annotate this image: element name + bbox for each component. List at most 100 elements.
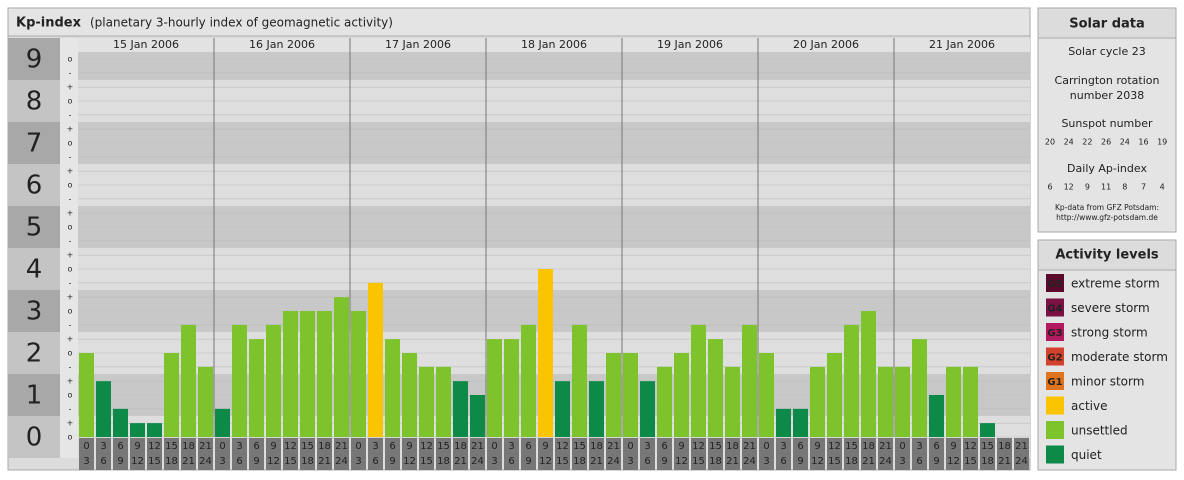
hour-start: 12 [964,441,977,452]
ap-value: 9 [1085,183,1090,192]
hour-end: 15 [148,456,161,467]
hour-start: 0 [355,441,361,452]
bar [776,408,791,437]
hour-box [963,438,978,470]
y-tick-label: 4 [26,255,43,285]
hour-end: 15 [964,456,977,467]
hour-start: 9 [406,441,412,452]
bar [436,366,451,437]
legend-swatch [1046,445,1064,464]
minor-tick-label: - [69,152,72,161]
hour-start: 3 [100,441,106,452]
hour-end: 12 [947,456,960,467]
bar [759,353,774,437]
hour-end: 21 [182,456,195,467]
hour-box [385,438,400,470]
hour-start: 6 [933,441,939,452]
hour-start: 21 [471,441,484,452]
legend-swatch [1046,421,1064,439]
hour-start: 21 [335,441,348,452]
hour-box [793,438,808,470]
hour-end: 9 [253,456,259,467]
ap-value: 12 [1064,183,1074,192]
hour-end: 9 [933,456,939,467]
hour-end: 6 [508,456,514,467]
hour-end: 3 [763,456,769,467]
bar [861,311,876,437]
bar [844,324,859,437]
bar [912,339,927,437]
date-label: 17 Jan 2006 [385,38,451,51]
minor-tick-label: - [69,404,72,413]
hour-start: 18 [590,441,603,452]
minor-tick-label: + [67,125,74,134]
hour-end: 3 [219,456,225,467]
bar [453,381,468,437]
bar [606,353,621,437]
hour-box [334,438,349,470]
minor-tick-label: + [67,209,74,218]
chart-title: Kp-index [16,16,82,31]
hour-end: 15 [556,456,569,467]
hour-start: 12 [284,441,297,452]
hour-box [453,438,468,470]
hour-box [266,438,281,470]
hour-start: 9 [542,441,548,452]
hour-box [487,438,502,470]
solar-head [1037,7,1177,39]
bar [742,324,757,437]
hour-start: 18 [454,441,467,452]
hour-end: 21 [318,456,331,467]
hour-start: 6 [797,441,803,452]
legend-name: active [1071,399,1107,413]
bar [351,311,366,437]
hour-start: 21 [607,441,620,452]
hour-start: 0 [83,441,89,452]
legend-swatch [1046,298,1064,317]
bar [368,282,383,437]
minor-tick-label: o [68,307,73,316]
hour-end: 24 [743,456,756,467]
solar-title: Solar data [1069,17,1145,32]
minor-tick-label: - [69,320,72,329]
y-label-cell [8,290,60,332]
minor-tick-label: o [68,139,73,148]
bar [674,353,689,437]
hour-start: 3 [916,441,922,452]
hour-start: 3 [780,441,786,452]
hour-start: 21 [743,441,756,452]
y-label-cell [8,332,60,374]
hour-end: 24 [1015,456,1028,467]
y-tick-label: 1 [26,381,43,411]
hour-box [538,438,553,470]
bar [334,297,349,437]
hour-start: 6 [661,441,667,452]
minor-tick-label: + [67,335,74,344]
hour-start: 0 [219,441,225,452]
hour-end: 3 [627,456,633,467]
hour-end: 12 [131,456,144,467]
bar [963,366,978,437]
minor-tick-label: - [69,68,72,77]
hour-box [351,438,366,470]
bar [657,366,672,437]
hour-end: 6 [372,456,378,467]
hour-start: 0 [763,441,769,452]
legend-code: G5 [1047,279,1062,290]
y-label-cell [8,416,60,458]
hour-end: 12 [267,456,280,467]
bar [419,366,434,437]
hour-start: 9 [950,441,956,452]
carrington: Carrington rotation [1055,74,1160,87]
hour-box [147,438,162,470]
legend-code: G2 [1047,353,1062,364]
hour-box [657,438,672,470]
y-label-cell [8,374,60,416]
hour-box [589,438,604,470]
hour-start: 18 [998,441,1011,452]
bar [470,395,485,437]
bar [283,311,298,437]
minor-tick-label: + [67,83,74,92]
hour-box [300,438,315,470]
hour-end: 18 [437,456,450,467]
